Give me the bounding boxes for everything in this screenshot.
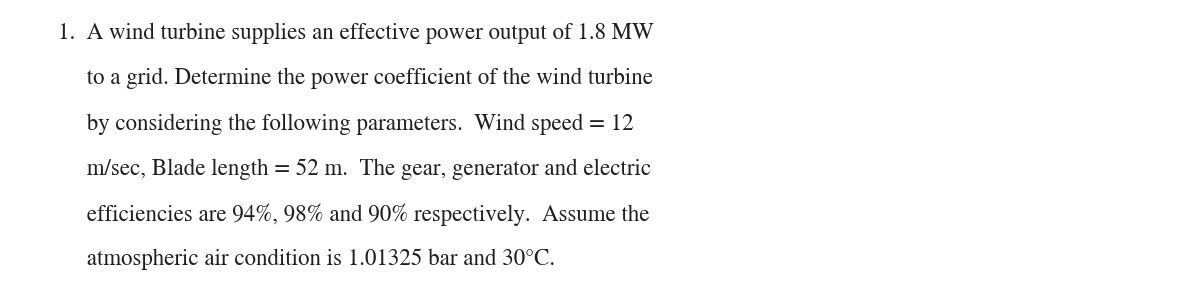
Text: atmospheric air condition is 1.01325 bar and 30°C.: atmospheric air condition is 1.01325 bar… <box>58 249 554 271</box>
Text: efficiencies are 94%, 98% and 90% respectively.  Assume the: efficiencies are 94%, 98% and 90% respec… <box>58 204 649 226</box>
Text: m/sec, Blade length = 52 m.  The gear, generator and electric: m/sec, Blade length = 52 m. The gear, ge… <box>58 158 650 180</box>
Text: to a grid. Determine the power coefficient of the wind turbine: to a grid. Determine the power coefficie… <box>58 68 653 90</box>
Text: by considering the following parameters.  Wind speed = 12: by considering the following parameters.… <box>58 113 634 135</box>
Text: 1.  A wind turbine supplies an effective power output of 1.8 MW: 1. A wind turbine supplies an effective … <box>58 23 653 44</box>
